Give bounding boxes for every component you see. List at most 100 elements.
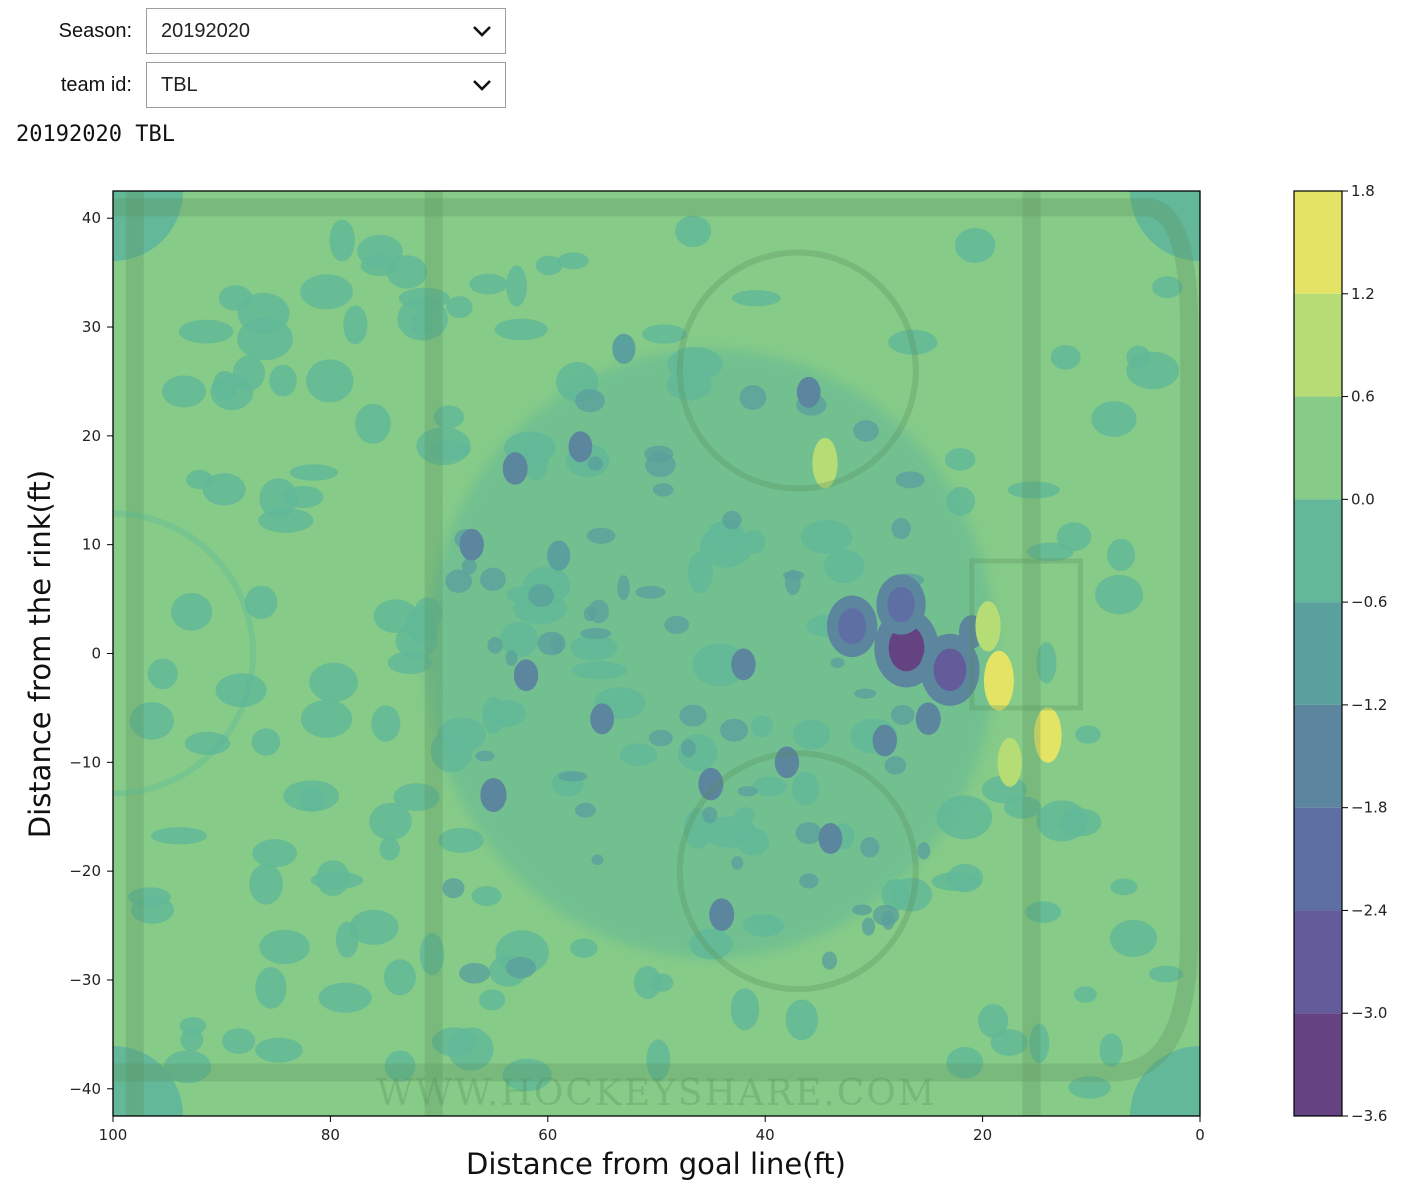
heatmap-cell — [587, 456, 604, 471]
team-dropdown[interactable]: TBL — [146, 62, 506, 108]
heatmap-cell — [237, 317, 293, 361]
colorbar-tick-label: −2.4 — [1351, 901, 1387, 919]
heatmap-cell — [743, 529, 766, 554]
heatmap-cell — [743, 914, 785, 937]
heatmap-blob — [1034, 707, 1062, 763]
season-row: Season: 20192020 — [0, 8, 506, 54]
heatmap-cell — [318, 982, 372, 1013]
heatmap-cell — [889, 877, 933, 912]
y-tick-label: 40 — [82, 209, 101, 227]
heatmap-cell — [619, 743, 658, 767]
colorbar-tick-label: −3.0 — [1351, 1004, 1387, 1022]
plot-area — [113, 191, 1200, 1116]
heatmap-cell — [1110, 878, 1138, 896]
heatmap-cell — [888, 329, 938, 355]
heatmap-blob — [502, 452, 528, 485]
heatmap-cell — [680, 739, 696, 758]
heatmap-cell — [255, 966, 287, 1009]
heatmap-cell — [752, 776, 787, 797]
heatmap-cell — [471, 886, 502, 906]
heatmap-cell — [884, 756, 907, 775]
heatmap-cell — [486, 700, 527, 727]
heatmap-cell — [1099, 1033, 1123, 1067]
heatmap-cell — [151, 827, 207, 845]
heatmap-cell — [860, 837, 880, 858]
y-axis-label: Distance from the rink(ft) — [23, 470, 57, 838]
heatmap-cell — [428, 440, 471, 460]
heatmap-cell — [575, 802, 596, 818]
heatmap-cell — [823, 549, 865, 584]
heatmap-cell — [283, 485, 324, 509]
heatmap-cell — [633, 966, 662, 999]
heatmap-cell — [946, 1047, 984, 1079]
heatmap-cell — [652, 483, 674, 497]
heatmap-cell — [785, 999, 818, 1041]
heatmap-cell — [147, 658, 178, 690]
heatmap-cell — [1073, 986, 1097, 1003]
heatmap-cell — [944, 448, 976, 471]
colorbar-level — [1294, 293, 1342, 397]
heatmap-cell — [170, 592, 213, 631]
y-tick-label: −10 — [69, 753, 101, 771]
season-label: Season: — [58, 19, 132, 42]
heatmap-cell — [1036, 642, 1057, 684]
heatmap-cell — [309, 662, 358, 702]
heatmap-cell — [1068, 1076, 1111, 1099]
heatmap-cell — [505, 650, 518, 666]
heatmap-cell — [946, 486, 976, 516]
heatmap-cell — [720, 718, 749, 742]
output-text: 20192020 TBL — [16, 122, 175, 147]
heatmap-cell — [487, 636, 503, 654]
heatmap-cell — [252, 839, 298, 868]
heatmap-cell — [667, 346, 723, 382]
heatmap-blob — [975, 601, 1001, 652]
heatmap-cell — [306, 359, 354, 403]
heatmap-cell — [386, 255, 428, 289]
heatmap-cell — [459, 962, 491, 984]
heatmap-cell — [179, 1017, 207, 1035]
y-tick-label: −40 — [69, 1080, 101, 1098]
heatmap-cell — [494, 318, 548, 341]
heatmap-cell — [1106, 538, 1136, 572]
heatmap-cell — [162, 375, 206, 408]
heatmap-cell — [383, 959, 416, 996]
heatmap-cell — [1025, 901, 1062, 923]
y-tick-label: 20 — [82, 427, 101, 445]
heatmap-blob — [796, 376, 821, 408]
colorbar-level — [1294, 602, 1342, 705]
y-tick-label: 0 — [91, 645, 101, 663]
heatmap-cell — [954, 227, 996, 263]
colorbar-tick-label: 1.2 — [1351, 285, 1375, 303]
heatmap-cell — [792, 719, 831, 750]
colorbar: 1.8 1.2 0.6 0.0 −0.6 −1.2 −1.8 −2.4 −3.0 −3.6 — [1293, 182, 1387, 1125]
heatmap-cell — [393, 783, 440, 812]
x-tick-label: 40 — [756, 1126, 775, 1144]
x-tick-label: 20 — [973, 1126, 992, 1144]
x-axis: 100 80 60 40 20 0 — [99, 1116, 1205, 1144]
heatmap-cell — [1056, 522, 1092, 552]
colorbar-level — [1294, 807, 1342, 911]
heatmap-cell — [851, 904, 873, 916]
heatmap-cell — [936, 795, 993, 840]
heatmap-cell — [1026, 542, 1074, 562]
heatmap-cell — [289, 464, 339, 481]
heatmap-cell — [379, 837, 400, 861]
heatmap-cell — [800, 519, 853, 554]
team-value: TBL — [161, 73, 198, 96]
heatmap-cell — [570, 938, 598, 958]
heatmap-cell — [1091, 400, 1137, 437]
rink-boards — [1036, 198, 1199, 1082]
faceoff-circle — [676, 750, 919, 993]
heatmap-cell — [881, 910, 895, 930]
chevron-down-icon — [471, 20, 493, 42]
heatmap-cell — [522, 440, 549, 481]
heatmap-cell — [1029, 1023, 1050, 1064]
heatmap-cell — [617, 575, 630, 601]
season-dropdown[interactable]: 20192020 — [146, 8, 506, 54]
heatmap-blob — [915, 702, 941, 736]
heatmap-cell — [343, 305, 368, 345]
heatmap-cell — [1148, 965, 1184, 983]
heatmap-cell — [557, 252, 589, 270]
colorbar-tick-label: 0.6 — [1351, 388, 1375, 406]
heatmap-cell — [558, 771, 588, 782]
